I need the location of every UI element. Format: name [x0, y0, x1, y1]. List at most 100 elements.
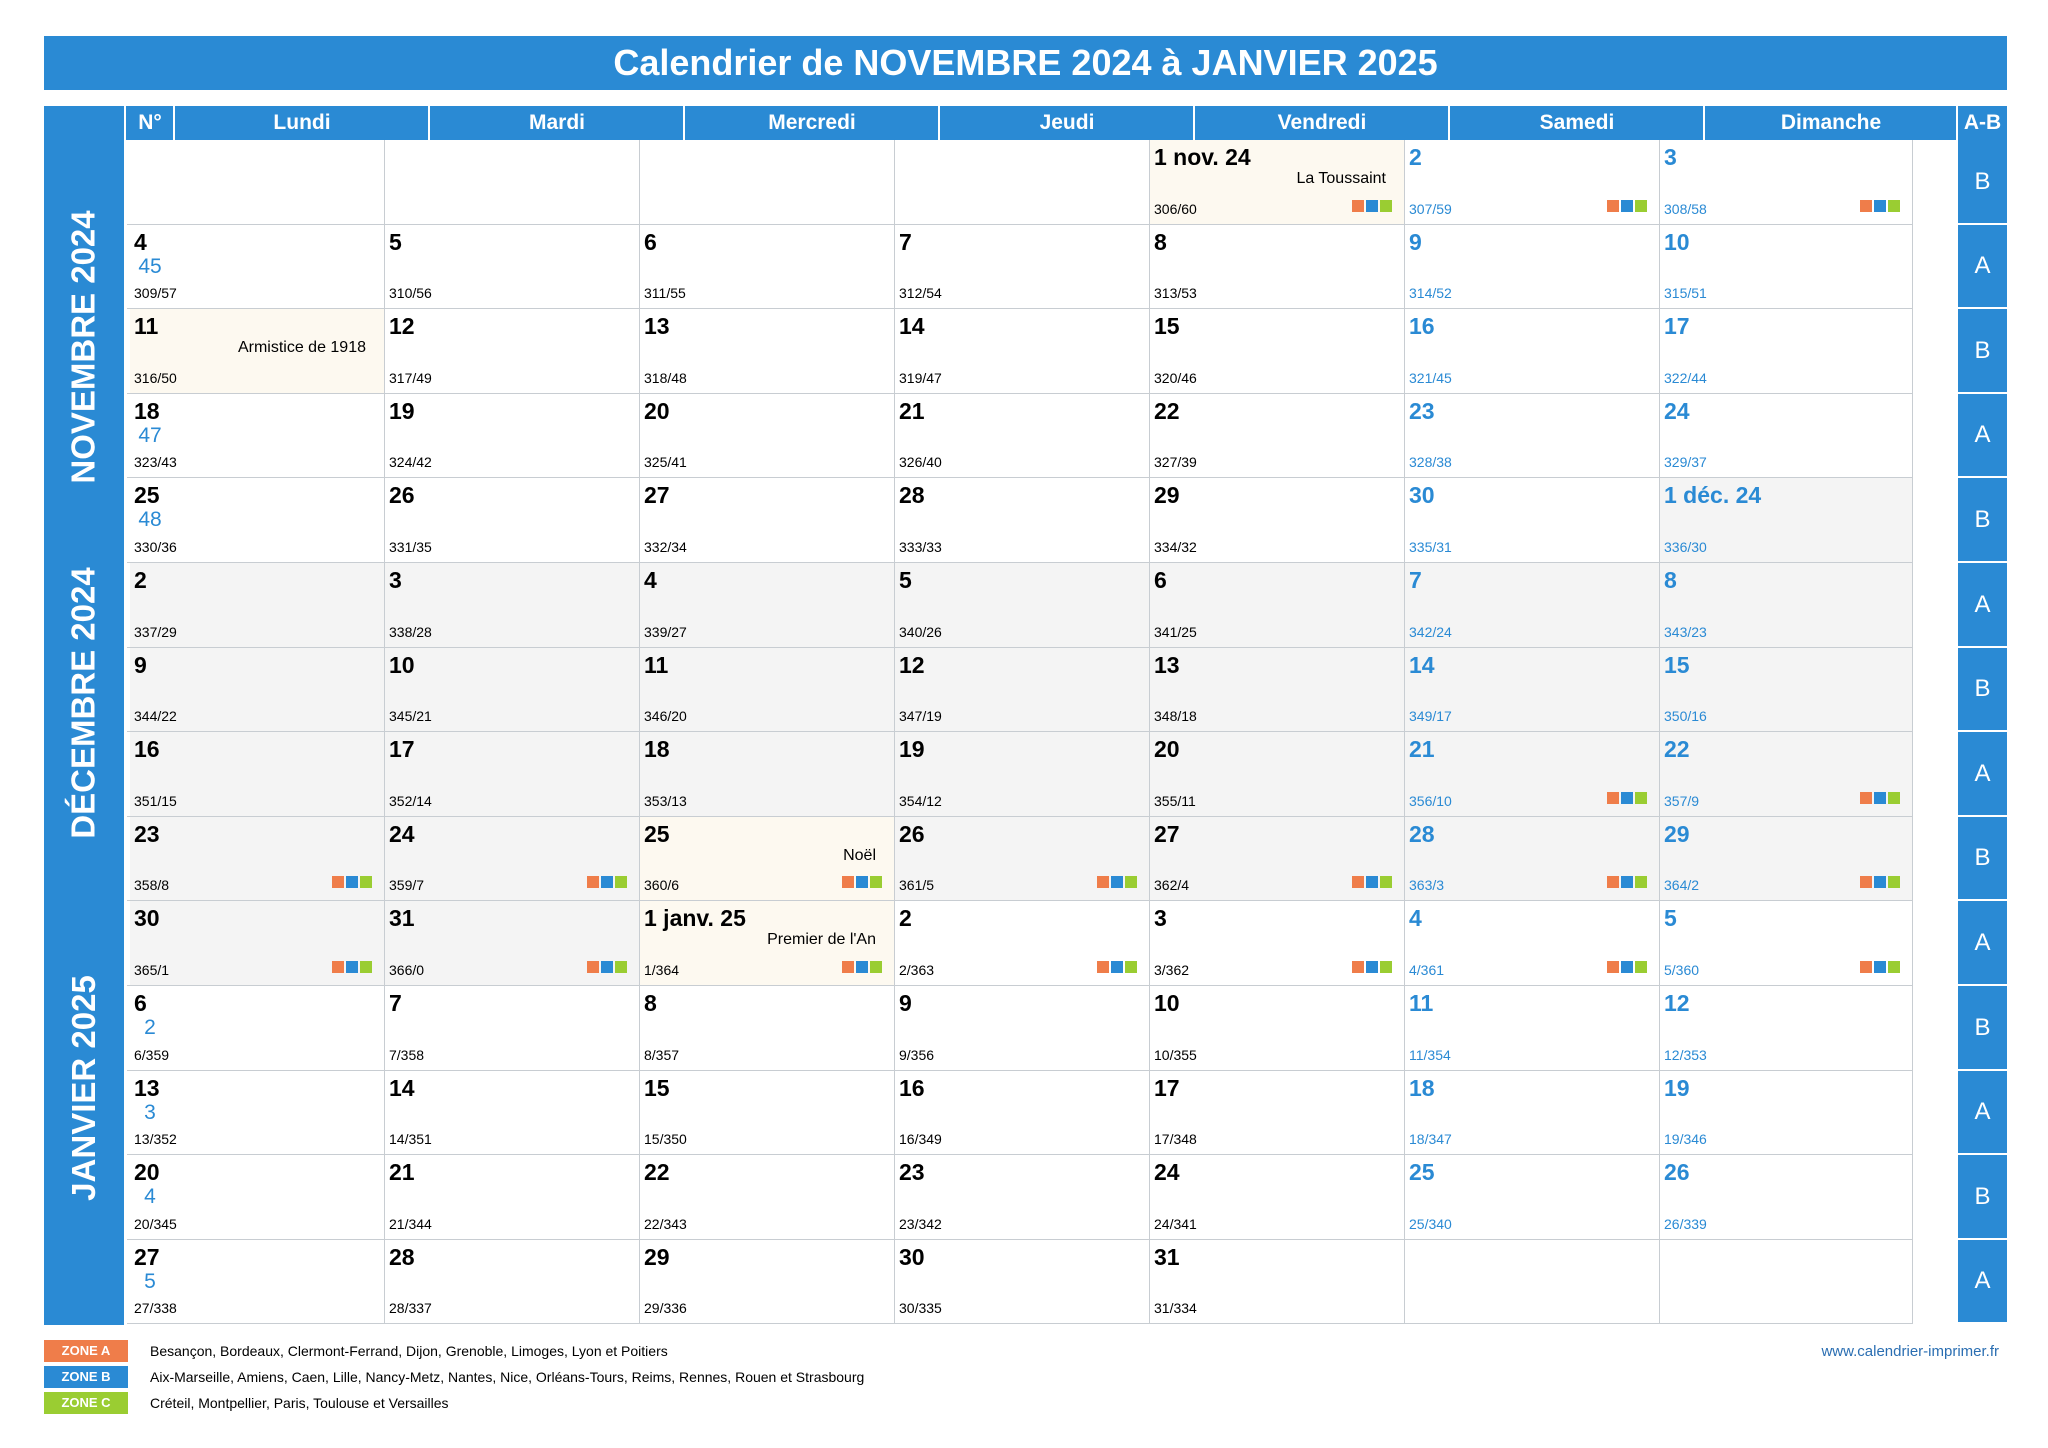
day-of-year: 20/345: [134, 1216, 177, 1232]
day-cell-thursday: 2 2/363: [895, 901, 1150, 986]
day-of-year: 3/362: [1154, 962, 1190, 978]
day-number: 5: [899, 567, 912, 593]
day-number: 28: [1409, 821, 1435, 847]
day-of-year: 325/41: [644, 454, 687, 470]
day-cell-monday: 18 323/43: [130, 394, 385, 478]
school-holiday-zones-icon: [1097, 961, 1137, 973]
day-number: 14: [899, 313, 925, 339]
day-of-year: 5/360: [1664, 962, 1700, 978]
day-of-year: 359/7: [389, 877, 425, 893]
day-of-year: 25/340: [1409, 1216, 1452, 1232]
day-cell-wednesday: 29 29/336: [640, 1240, 895, 1324]
day-cell-wednesday: 25 Noël 360/6: [640, 817, 895, 901]
day-of-year: 1/364: [644, 962, 680, 978]
day-cell-friday: 22 327/39: [1150, 394, 1405, 478]
day-cell-friday: 20 355/11: [1150, 732, 1405, 817]
day-cell-thursday: 14 319/47: [895, 309, 1150, 394]
day-number: 3: [1154, 905, 1167, 931]
zone-c-marker: [1635, 961, 1647, 973]
day-of-year: 355/11: [1154, 793, 1196, 809]
day-cell-sunday: 8 343/23: [1660, 563, 1913, 648]
day-cell-friday: 15 320/46: [1150, 309, 1405, 394]
day-of-year: 4/361: [1409, 962, 1445, 978]
zone-cities: Aix-Marseille, Amiens, Caen, Lille, Nanc…: [150, 1369, 865, 1385]
day-of-year: 22/343: [644, 1216, 687, 1232]
day-cell-saturday: 25 25/340: [1405, 1155, 1660, 1240]
zone-a-marker: [1352, 200, 1364, 212]
zone-b-marker: [1366, 200, 1378, 212]
day-number: 7: [899, 229, 912, 255]
day-number: 4: [134, 229, 147, 255]
header-sunday: Dimanche: [1780, 111, 1882, 134]
day-number: 10: [1154, 990, 1180, 1016]
zone-a-marker: [1607, 792, 1619, 804]
zone-c-marker: [1380, 876, 1392, 888]
day-cell-saturday: 21 356/10: [1405, 732, 1660, 817]
day-number: 1 déc. 24: [1664, 482, 1762, 508]
day-number: 20: [1154, 736, 1180, 762]
day-number: 16: [134, 736, 160, 762]
page-title: Calendrier de NOVEMBRE 2024 à JANVIER 20…: [44, 36, 2007, 90]
school-holiday-zones-icon: [842, 876, 882, 888]
day-of-year: 28/337: [389, 1300, 432, 1316]
day-cell-tuesday: 26 331/35: [385, 478, 640, 563]
day-number: 17: [389, 736, 415, 762]
zone-a-marker: [1860, 876, 1872, 888]
day-number: 8: [1154, 229, 1167, 255]
day-cell-tuesday: 21 21/344: [385, 1155, 640, 1240]
zone-b-marker: [1366, 961, 1378, 973]
day-cell-saturday: 4 4/361: [1405, 901, 1660, 986]
day-of-year: 331/35: [389, 539, 432, 555]
day-of-year: 328/38: [1409, 454, 1452, 470]
holiday-name: La Toussaint: [1296, 170, 1386, 187]
day-number: 9: [134, 652, 147, 678]
day-number: 21: [1409, 736, 1435, 762]
day-number: 27: [644, 482, 670, 508]
day-cell-sunday: 1 déc. 24 336/30: [1660, 478, 1913, 563]
day-cell-friday: 13 348/18: [1150, 648, 1405, 732]
day-number: 2: [1409, 144, 1422, 170]
day-of-year: 341/25: [1154, 624, 1197, 640]
day-cell-tuesday: 19 324/42: [385, 394, 640, 478]
day-of-year: 357/9: [1664, 793, 1700, 809]
day-number: 31: [389, 905, 415, 931]
day-cell-sunday: 19 19/346: [1660, 1071, 1913, 1155]
zone-b-marker: [1621, 876, 1633, 888]
zone-a-marker: [587, 876, 599, 888]
day-number: 3: [1664, 144, 1677, 170]
zone-c-marker: [1380, 961, 1392, 973]
school-holiday-zones-icon: [332, 876, 372, 888]
day-number: 16: [1409, 313, 1435, 339]
day-number: 11: [134, 313, 159, 339]
ab-week-label: A: [1958, 1071, 2007, 1155]
day-number: 1 janv. 25: [644, 905, 746, 931]
day-of-year: 338/28: [389, 624, 432, 640]
day-of-year: 317/49: [389, 370, 432, 386]
day-cell-friday: 27 362/4: [1150, 817, 1405, 901]
day-of-year: 319/47: [899, 370, 942, 386]
day-number: 15: [644, 1075, 670, 1101]
day-of-year: 315/51: [1664, 285, 1707, 301]
day-number: 25: [1409, 1159, 1435, 1185]
day-cell-monday: 30 365/1: [130, 901, 385, 986]
day-number: 24: [1664, 398, 1690, 424]
week-number-header: N°: [138, 111, 162, 134]
day-of-year: 330/36: [134, 539, 177, 555]
day-of-year: 361/5: [899, 877, 935, 893]
day-number: 4: [1409, 905, 1422, 931]
day-cell-sunday: 29 364/2: [1660, 817, 1913, 901]
day-of-year: 6/359: [134, 1047, 170, 1063]
website-link[interactable]: www.calendrier-imprimer.fr: [1821, 1343, 1999, 1360]
day-of-year: 349/17: [1409, 708, 1452, 724]
day-of-year: 18/347: [1409, 1131, 1452, 1147]
day-number: 6: [134, 990, 147, 1016]
day-cell-wednesday: 11 346/20: [640, 648, 895, 732]
day-number: 5: [1664, 905, 1677, 931]
day-number: 12: [1664, 990, 1690, 1016]
day-of-year: 323/43: [134, 454, 177, 470]
day-of-year: 2/363: [899, 962, 935, 978]
day-number: 8: [1664, 567, 1677, 593]
zone-b-marker: [1874, 200, 1886, 212]
month-label-december: DÉCEMBRE 2024: [65, 566, 102, 839]
day-of-year: 345/21: [389, 708, 432, 724]
